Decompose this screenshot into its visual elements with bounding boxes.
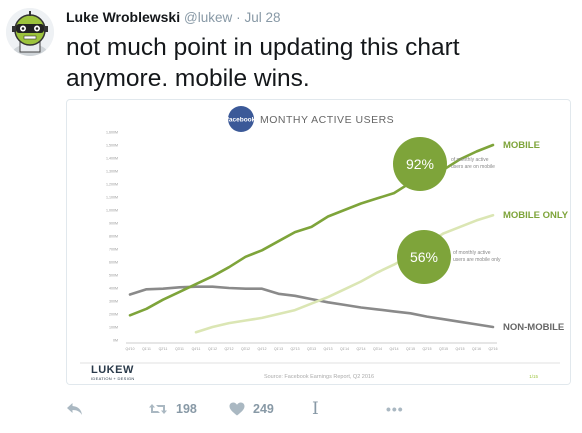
x-tick-label: Q2'15 [423, 347, 432, 351]
chart: facebook MONTHY ACTIVE USERS 1,600M 1,500… [68, 101, 570, 384]
y-tick-label: 800M [109, 235, 118, 239]
annotation-mobile: 92% of monthly active users are on mobil… [393, 137, 495, 191]
series-line-mobile-only [194, 213, 495, 334]
brand-subtitle: IDEATION + DESIGN [91, 376, 135, 381]
y-tick-label: 100M [109, 326, 118, 330]
series-label-mobile: MOBILE [503, 140, 540, 151]
facebook-logo-text: facebook [227, 117, 256, 124]
x-tick-label: Q1'14 [340, 347, 349, 351]
x-tick-label: Q4'14 [390, 347, 399, 351]
tweet-media[interactable]: facebook MONTHY ACTIVE USERS 1,600M 1,500… [66, 99, 571, 385]
x-tick-label: Q4'13 [324, 347, 333, 351]
y-tick-label: 1,100M [106, 196, 118, 200]
x-tick-label: Q1'11 [142, 347, 151, 351]
x-tick-label: Q1'15 [406, 347, 415, 351]
avatar[interactable] [6, 8, 54, 56]
y-tick-label: 500M [109, 274, 118, 278]
annotation-56-circle [397, 230, 451, 284]
y-tick-label: 1,500M [106, 144, 118, 148]
more-button[interactable]: ••• [386, 398, 404, 420]
direct-message-button[interactable]: I [312, 398, 319, 420]
x-tick-label: Q2'11 [159, 347, 168, 351]
tweet-date[interactable]: Jul 28 [244, 10, 281, 25]
x-tick-label: Q3'11 [175, 347, 184, 351]
y-tick-label: 1,200M [106, 183, 118, 187]
y-tick-label: 400M [109, 287, 118, 291]
x-tick-label: Q3'14 [373, 347, 382, 351]
page-number: 1/15 [529, 374, 538, 379]
chart-title: MONTHY ACTIVE USERS [260, 114, 394, 126]
series-label-mobile-only: MOBILE ONLY [503, 210, 569, 221]
annotation-56-value: 56% [410, 249, 438, 265]
retweet-icon [149, 404, 167, 414]
robot-avatar-icon [6, 8, 54, 56]
x-tick-label: Q4'15 [456, 347, 465, 351]
x-tick-label: Q1'16 [472, 347, 481, 351]
x-tick-label: Q3'13 [307, 347, 316, 351]
tweet-actions: 198 249 I ••• [66, 398, 566, 420]
like-button[interactable]: 249 [229, 398, 274, 420]
annotation-mobile-only: 56% of monthly active users are mobile o… [397, 230, 501, 284]
y-tick-label: 200M [109, 313, 118, 317]
x-tick-label: Q2'12 [225, 347, 234, 351]
annotation-92-line1: of monthly active [451, 157, 489, 163]
y-tick-label: 1,300M [106, 170, 118, 174]
y-tick-label: 0M [113, 339, 118, 343]
annotation-92-circle [393, 137, 447, 191]
reply-button[interactable] [66, 398, 83, 420]
y-tick-label: 600M [109, 261, 118, 265]
facebook-logo [228, 106, 254, 132]
y-tick-label: 900M [109, 222, 118, 226]
retweet-count: 198 [176, 402, 197, 416]
chart-header: facebook MONTHY ACTIVE USERS [227, 106, 394, 132]
reply-icon [67, 403, 82, 415]
annotation-56-line1: of monthly active [453, 250, 491, 256]
more-icon: ••• [386, 401, 404, 417]
brand-logo: LUKEW [91, 364, 134, 376]
like-count: 249 [253, 402, 274, 416]
y-tick-label: 1,400M [106, 157, 118, 161]
series-label-non-mobile: NON-MOBILE [503, 322, 564, 333]
y-axis: 1,600M 1,500M 1,400M 1,300M 1,200M 1,100M 1,00… [106, 131, 118, 343]
heart-icon [229, 402, 245, 416]
separator: · [236, 10, 241, 25]
retweet-button[interactable]: 198 [148, 398, 197, 420]
tweet-header: Luke Wroblewski @lukew · Jul 28 [66, 9, 281, 25]
x-tick-label: Q2'13 [291, 347, 300, 351]
annotation-92-value: 92% [406, 156, 434, 172]
x-tick-label: Q1'13 [274, 347, 283, 351]
y-tick-label: 1,000M [106, 209, 118, 213]
tweet-text: not much point in updating this chart an… [66, 34, 460, 92]
x-tick-label: Q3'12 [241, 347, 250, 351]
direct-message-icon: I [312, 399, 319, 419]
annotation-92-line2: users are on mobile [451, 164, 495, 170]
x-tick-label: Q4'10 [126, 347, 135, 351]
x-tick-label: Q1'12 [208, 347, 217, 351]
y-tick-label: 1,600M [106, 131, 118, 135]
x-tick-label: Q4'11 [192, 347, 201, 351]
y-tick-label: 300M [109, 300, 118, 304]
y-tick-label: 700M [109, 248, 118, 252]
x-tick-label: Q3'15 [439, 347, 448, 351]
footer: LUKEW IDEATION + DESIGN Source: Facebook… [91, 364, 538, 381]
chart-source: Source: Facebook Earnings Report, Q2 201… [264, 374, 374, 380]
author-handle[interactable]: @lukew [184, 10, 233, 25]
x-tick-label: Q2'14 [357, 347, 366, 351]
series-labels: NON-MOBILE MOBILE ONLY MOBILE [503, 140, 569, 333]
annotation-56-line2: users are mobile only [453, 257, 501, 263]
author-name[interactable]: Luke Wroblewski [66, 9, 181, 25]
x-tick-label: Q2'16 [489, 347, 498, 351]
x-tick-label: Q4'12 [258, 347, 267, 351]
x-axis: Q4'10 Q1'11 Q2'11 Q3'11 Q4'11 Q1'12 Q2'12 Q3'12… [126, 342, 498, 351]
